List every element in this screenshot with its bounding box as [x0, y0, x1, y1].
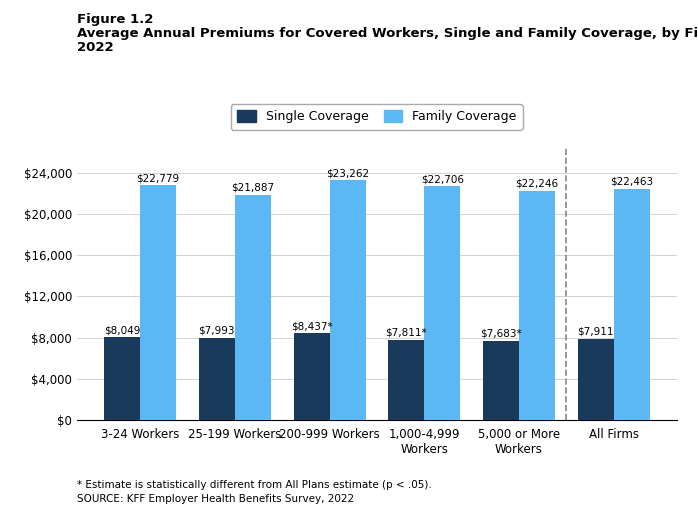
Text: $23,262: $23,262: [326, 169, 369, 178]
Bar: [140, 185, 176, 420]
Text: $7,683*: $7,683*: [480, 329, 522, 339]
Bar: [578, 339, 614, 420]
Bar: [235, 195, 271, 420]
Bar: [388, 340, 424, 420]
Text: $21,887: $21,887: [231, 183, 274, 193]
Bar: [104, 337, 140, 420]
Bar: [614, 188, 650, 420]
Bar: [199, 338, 235, 420]
Bar: [329, 181, 366, 420]
Text: $22,463: $22,463: [610, 176, 653, 186]
Text: $7,993: $7,993: [198, 326, 235, 335]
Text: * Estimate is statistically different from All Plans estimate (p < .05).: * Estimate is statistically different fr…: [77, 480, 431, 490]
Bar: [483, 341, 519, 420]
Text: $7,911: $7,911: [577, 327, 614, 337]
Text: Average Annual Premiums for Covered Workers, Single and Family Coverage, by Firm: Average Annual Premiums for Covered Work…: [77, 27, 698, 40]
Text: $8,049: $8,049: [104, 325, 140, 335]
Text: SOURCE: KFF Employer Health Benefits Survey, 2022: SOURCE: KFF Employer Health Benefits Sur…: [77, 494, 354, 503]
Text: $7,811*: $7,811*: [385, 328, 427, 338]
Bar: [294, 333, 329, 420]
Legend: Single Coverage, Family Coverage: Single Coverage, Family Coverage: [231, 104, 523, 130]
Text: $22,246: $22,246: [515, 179, 558, 189]
Text: 2022: 2022: [77, 41, 113, 55]
Text: Figure 1.2: Figure 1.2: [77, 13, 153, 26]
Bar: [519, 191, 555, 420]
Text: $8,437*: $8,437*: [291, 321, 332, 331]
Text: $22,779: $22,779: [137, 173, 179, 183]
Bar: [424, 186, 460, 420]
Text: $22,706: $22,706: [421, 174, 463, 184]
